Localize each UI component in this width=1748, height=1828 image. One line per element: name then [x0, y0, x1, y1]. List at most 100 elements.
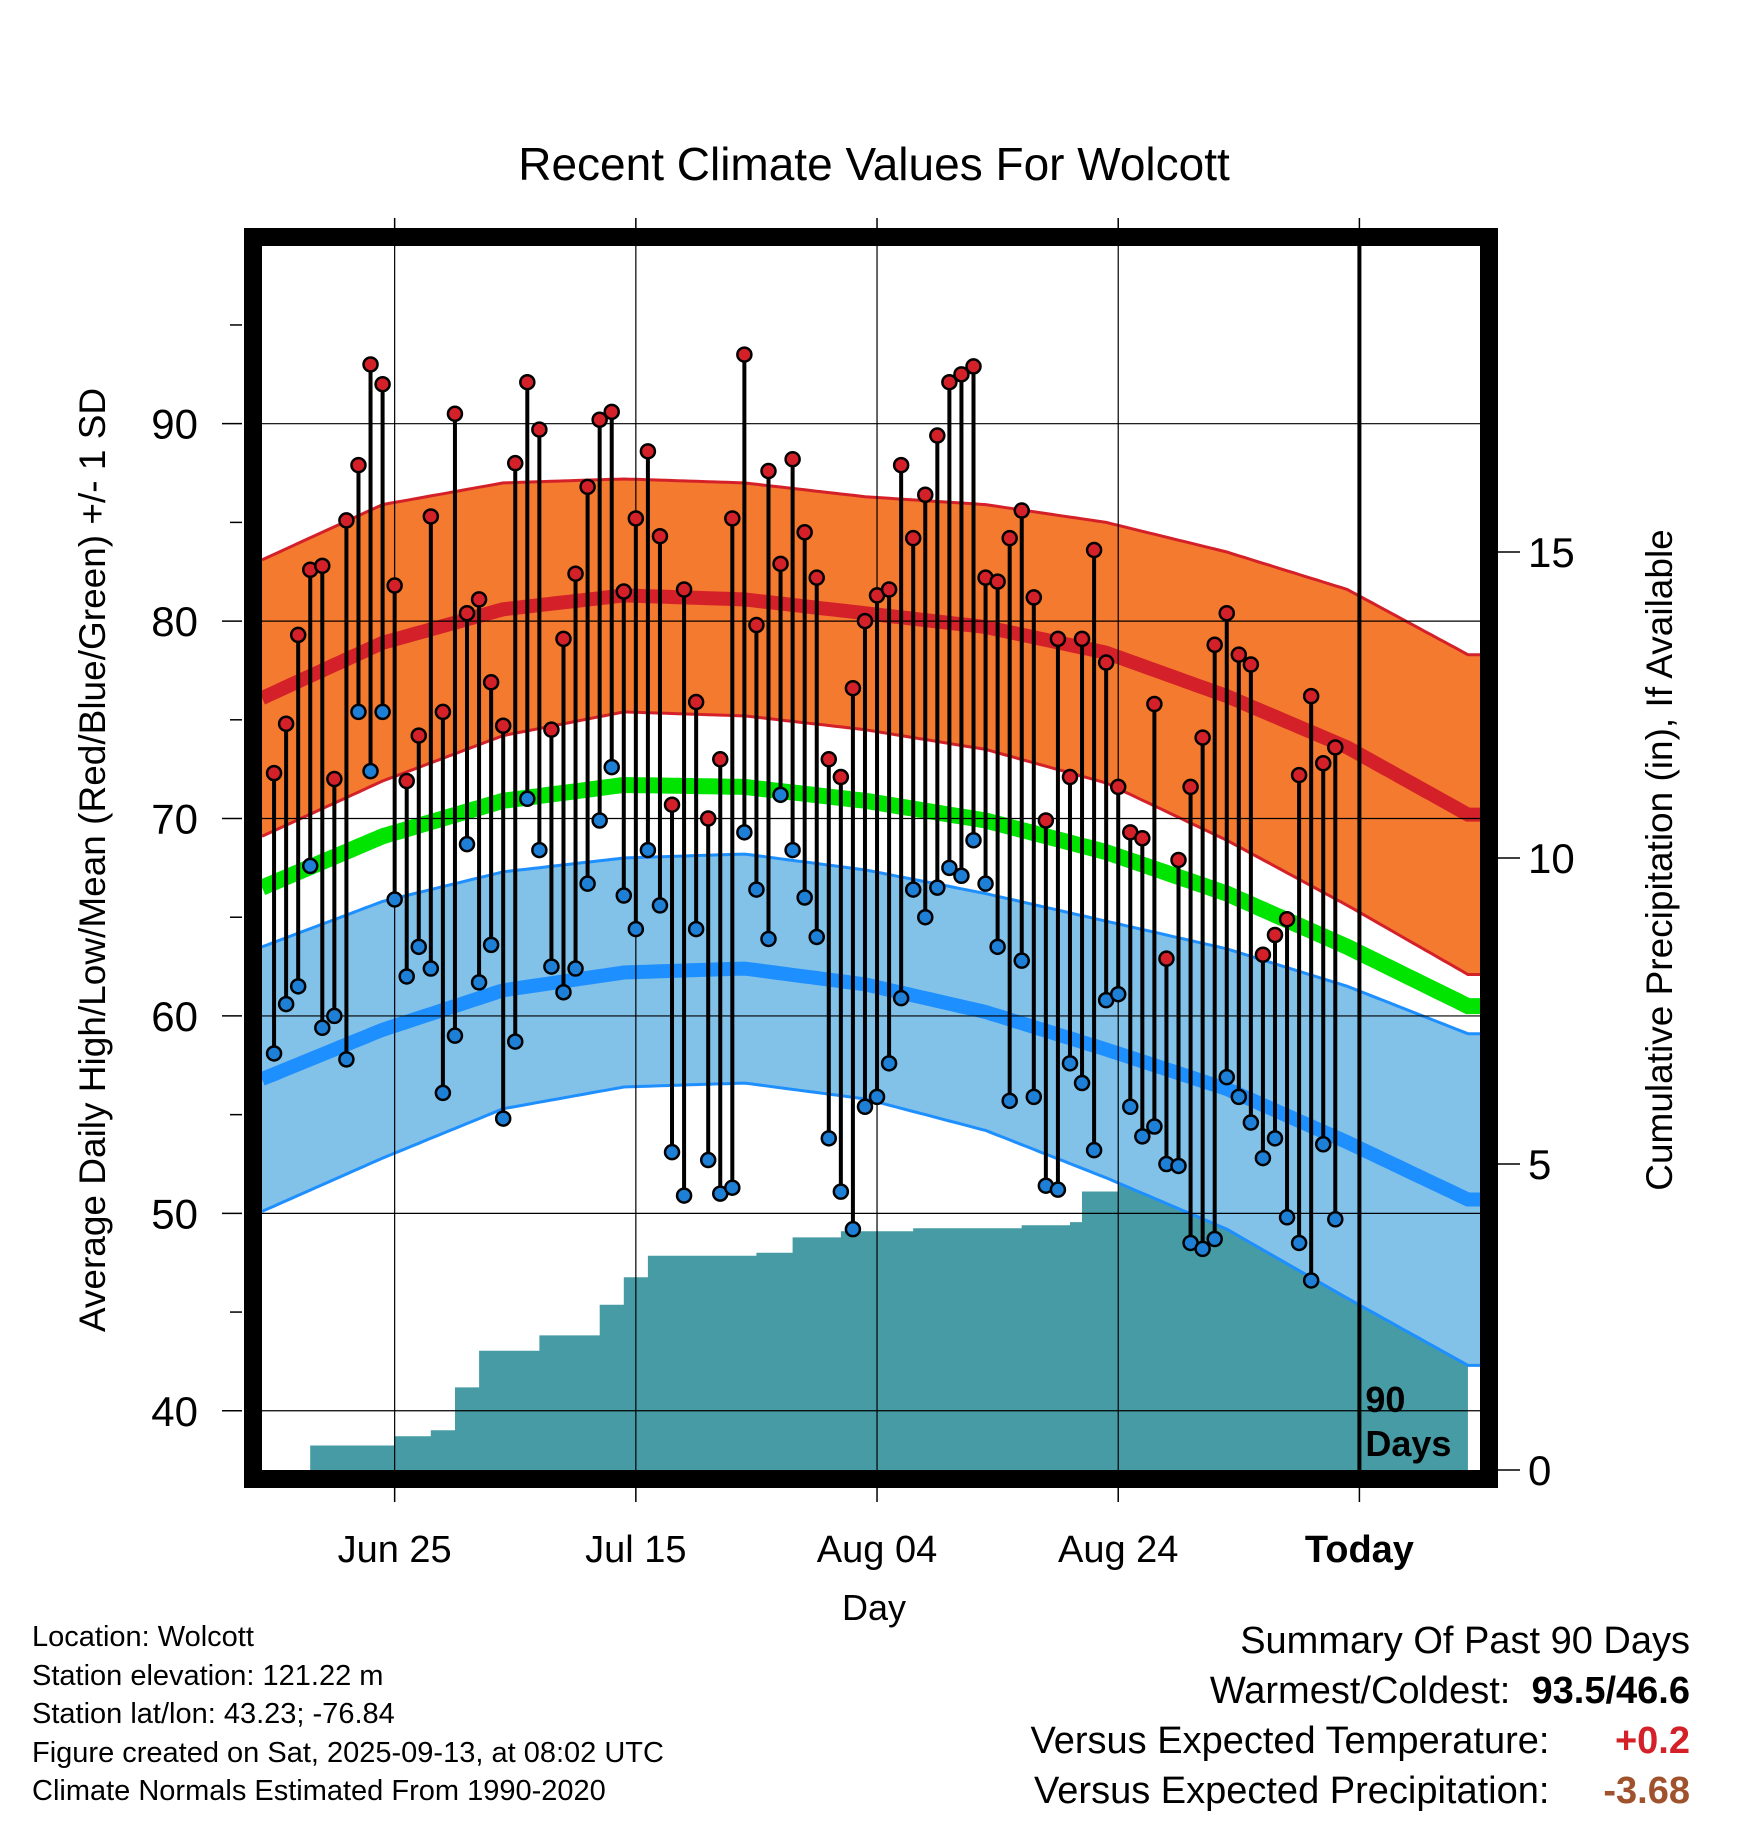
daily-low-point [458, 835, 476, 853]
daily-high-point [904, 529, 922, 547]
daily-low-point [386, 891, 403, 908]
daily-high-point [1049, 630, 1067, 648]
daily-low-point [808, 928, 825, 946]
daily-low-point [410, 938, 428, 956]
daily-high-point [1182, 778, 1199, 796]
daily-low-point [1230, 1088, 1248, 1106]
temp-departure-row: Versus Expected Temperature: +0.2 [1031, 1716, 1690, 1766]
daily-high-point [1290, 766, 1308, 784]
daily-high-point [494, 717, 512, 734]
daily-high-point [1037, 812, 1055, 829]
daily-high-point [603, 403, 620, 421]
daily-low-point [1049, 1181, 1067, 1198]
daily-low-point [434, 1084, 452, 1102]
daily-high-point [1194, 729, 1211, 746]
daily-low-point [1206, 1230, 1223, 1248]
daily-low-point [543, 958, 560, 975]
daily-high-point [289, 626, 307, 644]
daily-low-point [917, 908, 934, 926]
latlon-text: Station lat/lon: 43.23; -76.84 [32, 1698, 395, 1730]
daily-high-point [1013, 502, 1030, 519]
daily-high-point [844, 679, 862, 697]
daily-high-point [1266, 926, 1284, 944]
daily-low-point [1278, 1209, 1296, 1226]
daily-low-point [1122, 1098, 1139, 1115]
normals-text: Climate Normals Estimated From 1990-2020 [32, 1775, 606, 1807]
warmest-coldest-label: Warmest/Coldest: [1209, 1670, 1511, 1712]
daily-high-point [1085, 541, 1103, 559]
y2-tick-label: 5 [1528, 1141, 1551, 1188]
daily-low-point [519, 790, 536, 808]
daily-high-point [1061, 768, 1079, 786]
daily-high-point [326, 770, 343, 788]
daily-high-point [362, 356, 379, 373]
y-tick-label: 80 [151, 598, 198, 645]
y-tick-label: 90 [151, 401, 198, 448]
daily-low-point [531, 841, 548, 859]
plot-inner [262, 246, 1480, 1470]
daily-high-point [591, 411, 608, 428]
daily-low-point [398, 968, 415, 985]
daily-low-point [470, 974, 488, 991]
daily-low-point [736, 824, 753, 841]
summary-title: Summary Of Past 90 Days [1240, 1620, 1690, 1662]
daily-low-point [1085, 1141, 1103, 1159]
daily-high-point [651, 527, 669, 545]
warmest-coldest-separator: / [1605, 1670, 1617, 1712]
precip-departure-row: Versus Expected Precipitation: -3.68 [1031, 1766, 1690, 1816]
daily-low-point [1218, 1068, 1236, 1086]
daily-high-point [724, 510, 741, 527]
daily-low-point [663, 1143, 681, 1161]
daily-low-point [699, 1151, 717, 1169]
daily-high-point [796, 524, 813, 541]
daily-high-point [531, 421, 548, 438]
daily-low-point [772, 786, 789, 804]
station-info: Location: Wolcott Station elevation: 121… [32, 1618, 664, 1811]
daily-low-point [1170, 1157, 1187, 1175]
daily-high-point [314, 557, 331, 575]
x-tick-label: Aug 04 [817, 1529, 937, 1571]
daily-high-point [760, 462, 777, 480]
daily-low-point [929, 879, 946, 896]
y2-axis-label: Cumulative Precipitation (in), If Availa… [1639, 529, 1680, 1191]
daily-high-point [265, 764, 283, 782]
daily-high-point [422, 508, 440, 525]
y2-tick-label: 15 [1528, 529, 1575, 576]
daily-low-point [832, 1183, 850, 1200]
temp-departure-label: Versus Expected Temperature: [1030, 1720, 1550, 1762]
daily-high-point [1134, 830, 1151, 847]
x-tick-label: Jun 25 [338, 1529, 452, 1571]
daily-low-point [880, 1055, 898, 1072]
daily-low-point [844, 1220, 862, 1238]
daily-high-point [748, 616, 765, 634]
x-tick-label: Today [1305, 1529, 1414, 1571]
daily-high-point [929, 427, 946, 444]
plot-frame [244, 228, 1498, 1488]
daily-high-point [820, 751, 838, 768]
daily-low-point [506, 1033, 524, 1050]
daily-high-point [736, 346, 753, 363]
daily-low-point [1061, 1055, 1079, 1072]
daily-low-point [1146, 1118, 1163, 1135]
daily-high-point [458, 604, 476, 622]
daily-high-point [1206, 636, 1223, 654]
y2-tick-label: 10 [1528, 835, 1575, 882]
daily-low-point [350, 703, 367, 721]
daily-high-point [1278, 910, 1296, 928]
daily-low-point [265, 1045, 283, 1062]
daily-high-point [1146, 695, 1163, 713]
daily-low-point [1001, 1092, 1018, 1110]
daily-low-point [904, 881, 922, 898]
daily-high-point [519, 373, 536, 391]
daily-low-point [953, 867, 970, 885]
daily-low-point [820, 1130, 838, 1147]
daily-high-point [892, 456, 910, 474]
daily-high-point [965, 358, 982, 375]
daily-high-point [1025, 589, 1043, 606]
daily-high-point [1230, 646, 1248, 663]
chart-title: Recent Climate Values For Wolcott [518, 138, 1230, 190]
daily-low-point [1266, 1130, 1284, 1147]
daily-low-point [760, 930, 777, 948]
